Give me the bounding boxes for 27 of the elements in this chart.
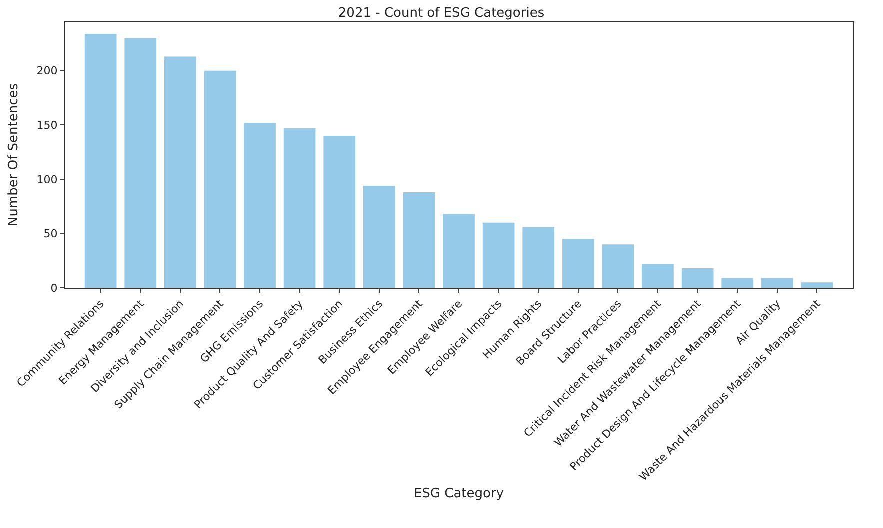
bar	[244, 122, 276, 288]
bar	[443, 214, 475, 288]
bar	[363, 186, 396, 288]
y-tick-label: 150	[36, 118, 58, 132]
bar	[682, 268, 714, 288]
bar	[204, 70, 236, 288]
bar	[522, 227, 555, 288]
bar	[602, 244, 634, 288]
bar	[761, 278, 794, 288]
bar	[403, 192, 436, 288]
chart-title: 2021 - Count of ESG Categories	[338, 6, 545, 22]
bar	[722, 278, 754, 288]
bar	[482, 222, 515, 288]
bar	[324, 136, 356, 288]
y-tick-label: 0	[50, 282, 58, 295]
bar	[801, 282, 834, 288]
bar	[562, 239, 594, 288]
bar	[642, 264, 674, 288]
bar	[84, 34, 117, 288]
bar	[164, 56, 196, 288]
x-axis-title: ESG Category	[414, 486, 504, 502]
y-tick-label: 100	[36, 173, 58, 186]
bar	[284, 128, 316, 288]
y-tick-label: 50	[44, 228, 58, 241]
y-axis-title: Number Of Sentences	[6, 83, 22, 227]
y-tick-label: 200	[36, 64, 58, 78]
bar	[124, 38, 157, 288]
